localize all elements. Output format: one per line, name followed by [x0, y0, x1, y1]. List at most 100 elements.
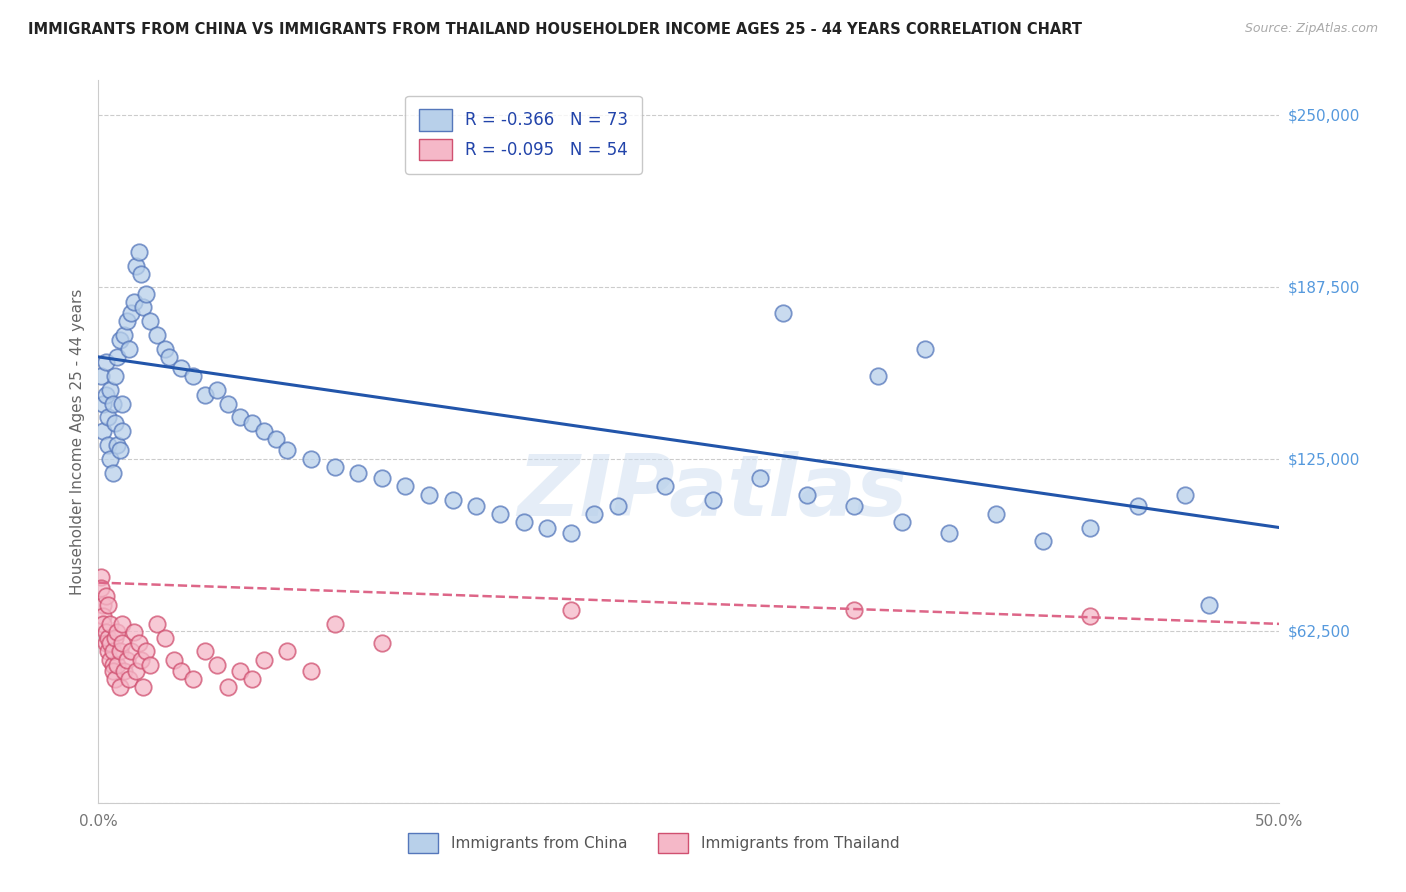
Point	[128, 636, 150, 650]
Point	[938, 526, 960, 541]
Point	[135, 286, 157, 301]
Point	[157, 350, 180, 364]
Point	[163, 653, 186, 667]
Point	[229, 664, 252, 678]
Point	[104, 672, 127, 686]
Point	[129, 268, 152, 282]
Point	[132, 301, 155, 315]
Point	[153, 342, 176, 356]
Point	[1080, 520, 1102, 534]
Point	[299, 451, 322, 466]
Point	[118, 342, 141, 356]
Point	[607, 499, 630, 513]
Point	[253, 424, 276, 438]
Point	[702, 493, 724, 508]
Point	[347, 466, 370, 480]
Point	[418, 487, 440, 501]
Point	[139, 658, 162, 673]
Point	[240, 672, 263, 686]
Point	[323, 460, 346, 475]
Point	[276, 443, 298, 458]
Point	[121, 306, 143, 320]
Point	[115, 314, 138, 328]
Text: ZIPatlas: ZIPatlas	[517, 450, 908, 533]
Point	[104, 631, 127, 645]
Point	[94, 355, 117, 369]
Point	[122, 625, 145, 640]
Point	[217, 680, 239, 694]
Point	[98, 451, 121, 466]
Point	[129, 653, 152, 667]
Point	[866, 369, 889, 384]
Point	[111, 424, 134, 438]
Point	[583, 507, 606, 521]
Point	[205, 383, 228, 397]
Point	[170, 360, 193, 375]
Point	[90, 581, 112, 595]
Point	[98, 616, 121, 631]
Point	[323, 616, 346, 631]
Point	[194, 388, 217, 402]
Point	[101, 664, 124, 678]
Point	[153, 631, 176, 645]
Point	[90, 369, 112, 384]
Point	[105, 658, 128, 673]
Point	[104, 369, 127, 384]
Point	[101, 658, 124, 673]
Point	[1198, 598, 1220, 612]
Point	[146, 616, 169, 631]
Point	[104, 416, 127, 430]
Point	[125, 664, 148, 678]
Point	[97, 438, 120, 452]
Point	[276, 644, 298, 658]
Point	[194, 644, 217, 658]
Point	[91, 397, 114, 411]
Point	[181, 672, 204, 686]
Point	[1174, 487, 1197, 501]
Point	[772, 306, 794, 320]
Point	[105, 350, 128, 364]
Point	[128, 245, 150, 260]
Point	[94, 625, 117, 640]
Point	[98, 383, 121, 397]
Point	[984, 507, 1007, 521]
Point	[94, 388, 117, 402]
Point	[97, 631, 120, 645]
Point	[97, 598, 120, 612]
Point	[465, 499, 488, 513]
Point	[371, 636, 394, 650]
Point	[98, 653, 121, 667]
Point	[101, 466, 124, 480]
Point	[91, 424, 114, 438]
Point	[146, 327, 169, 342]
Point	[264, 433, 287, 447]
Point	[229, 410, 252, 425]
Point	[94, 636, 117, 650]
Text: Source: ZipAtlas.com: Source: ZipAtlas.com	[1244, 22, 1378, 36]
Point	[560, 526, 582, 541]
Point	[139, 314, 162, 328]
Point	[91, 608, 114, 623]
Point	[97, 410, 120, 425]
Point	[101, 644, 124, 658]
Point	[98, 636, 121, 650]
Point	[108, 680, 131, 694]
Point	[512, 515, 534, 529]
Point	[125, 259, 148, 273]
Point	[489, 507, 512, 521]
Point	[217, 397, 239, 411]
Point	[441, 493, 464, 508]
Point	[253, 653, 276, 667]
Point	[132, 680, 155, 694]
Point	[111, 636, 134, 650]
Point	[118, 672, 141, 686]
Point	[91, 616, 114, 631]
Point	[112, 327, 135, 342]
Point	[560, 603, 582, 617]
Point	[115, 653, 138, 667]
Point	[94, 590, 117, 604]
Point	[101, 397, 124, 411]
Point	[108, 443, 131, 458]
Text: IMMIGRANTS FROM CHINA VS IMMIGRANTS FROM THAILAND HOUSEHOLDER INCOME AGES 25 - 4: IMMIGRANTS FROM CHINA VS IMMIGRANTS FROM…	[28, 22, 1083, 37]
Point	[181, 369, 204, 384]
